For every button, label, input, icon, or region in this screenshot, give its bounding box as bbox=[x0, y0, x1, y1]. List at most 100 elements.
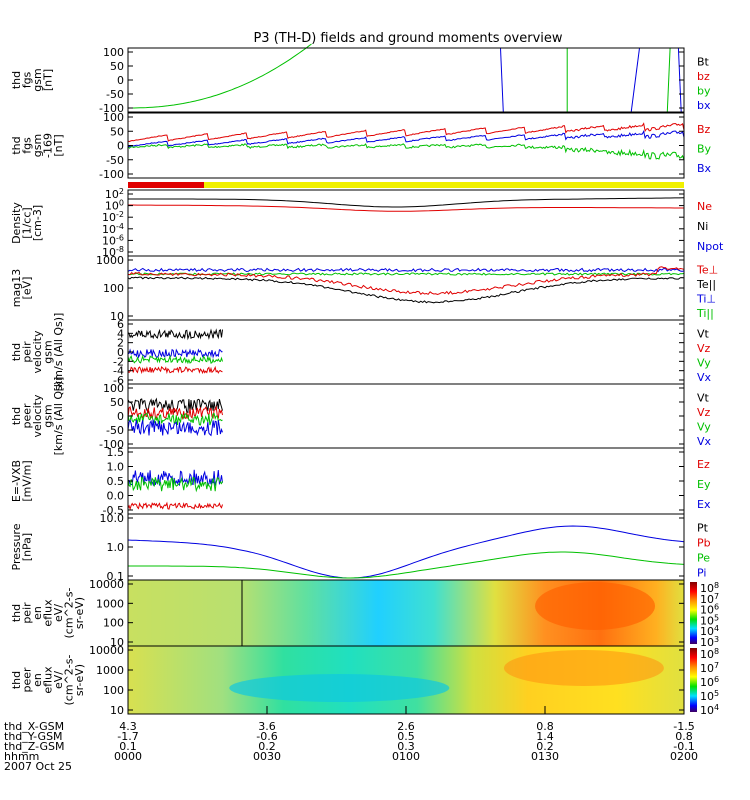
temp-te-par-trace bbox=[127, 276, 685, 304]
peir-eflux-ylabel-line: peir bbox=[21, 602, 34, 624]
peer-vz-trace bbox=[127, 405, 223, 421]
fgs-spin-ytick-label: 100 bbox=[103, 111, 124, 124]
peer-vy-trace bbox=[127, 412, 223, 426]
xaxis-tick-y: 0.5 bbox=[397, 730, 415, 743]
xaxis-tick-hhmm: 0030 bbox=[253, 750, 281, 763]
xaxis-tick-x: 0.8 bbox=[536, 720, 554, 733]
fgs-ylabel-line: [nT] bbox=[42, 69, 55, 91]
fgs-ylabel-line: gsm bbox=[31, 68, 44, 91]
peer-eflux-colorbar-label: 108 bbox=[700, 647, 719, 661]
peir-eflux-ylabel-line: en bbox=[31, 606, 44, 620]
xaxis-tick-hhmm: 0000 bbox=[114, 750, 142, 763]
fgs-spin-by-trace bbox=[127, 143, 685, 161]
peer-vx-trace bbox=[127, 419, 223, 437]
temperature-ytick-label: 10 bbox=[110, 310, 124, 323]
peir-eflux-ylabel-line: thd bbox=[10, 604, 23, 622]
fgs-legend-bx: bx bbox=[697, 99, 711, 112]
fgs-spin-ylabel-line: gsm bbox=[31, 134, 44, 157]
xaxis-tick-z: 0.3 bbox=[397, 740, 415, 753]
xaxis-tick-z: 0.2 bbox=[536, 740, 554, 753]
peer-eflux-colorbar-label: 105 bbox=[700, 689, 719, 703]
pressure-legend-pt: Pt bbox=[697, 522, 709, 535]
efield-ytick-label: 1.0 bbox=[107, 461, 125, 474]
fgs-ytick-label: 100 bbox=[103, 46, 124, 59]
fgs-legend-bz: bz bbox=[697, 70, 710, 83]
pressure-legend-pi: Pi bbox=[697, 567, 706, 580]
pressure-ylabel: Pressure[nPa] bbox=[10, 523, 34, 570]
pressure-ylabel-line: [nPa] bbox=[21, 533, 34, 561]
peir-eflux-ylabel-line: eV/ bbox=[52, 604, 65, 622]
peir-eflux-ylabel-line: sr-eV) bbox=[73, 597, 86, 629]
xaxis-row-label: hhmm bbox=[4, 750, 39, 763]
fgs-by-trace bbox=[128, 43, 312, 109]
peir-velocity-ytick-label: 4 bbox=[117, 327, 124, 340]
peer-eflux-ylabel-line: eV/ bbox=[52, 671, 65, 689]
xaxis-tick-z: -0.1 bbox=[673, 740, 694, 753]
peir-colorbar bbox=[690, 582, 697, 644]
density-ni-trace bbox=[128, 197, 685, 208]
xaxis-tick-x: 4.3 bbox=[119, 720, 137, 733]
efield-ytick-label: 0.5 bbox=[107, 475, 125, 488]
peir-velocity-ytick-label: -2 bbox=[113, 355, 124, 368]
peer-velocity-frame bbox=[127, 383, 685, 449]
peir-eflux-ytick-label: 100 bbox=[103, 617, 124, 630]
fgs-legend-by: by bbox=[697, 84, 711, 97]
density-legend-ne: Ne bbox=[697, 200, 712, 213]
peir-velocity-ylabel-line: [km/s (All Qs)] bbox=[52, 313, 65, 392]
efield-ytick-label: 0.0 bbox=[107, 490, 125, 503]
fgs-ytick-label: 50 bbox=[110, 60, 124, 73]
xaxis-tick-x: 2.6 bbox=[397, 720, 415, 733]
fgs-frame bbox=[127, 47, 685, 113]
peir-velocity-legend-vy: Vy bbox=[697, 356, 711, 369]
peer-velocity-ylabel-line: velocity bbox=[31, 394, 44, 437]
peir-velocity-ytick-label: 6 bbox=[117, 318, 124, 331]
density-ne-trace bbox=[128, 204, 684, 212]
fgs-ytick-label: -100 bbox=[99, 102, 124, 115]
peer-velocity-legend-vz: Vz bbox=[697, 406, 711, 419]
temperature-ytick-label: 1000 bbox=[96, 254, 124, 267]
mode-bar-fast bbox=[204, 182, 684, 188]
peer-velocity-ytick-label: -50 bbox=[106, 424, 124, 437]
fgs-spin-bx-trace bbox=[127, 129, 685, 148]
efield-legend-ex: Ex bbox=[697, 498, 711, 511]
pressure-pe-trace bbox=[128, 551, 685, 579]
density-ylabel: Density[1/cc][cm-3] bbox=[10, 202, 44, 244]
xaxis-row-label: 2007 Oct 25 bbox=[4, 760, 72, 773]
plot-title: P3 (TH-D) fields and ground moments over… bbox=[253, 31, 562, 46]
efield-ey-trace bbox=[127, 476, 223, 493]
peir-velocity-legend-vz: Vz bbox=[697, 342, 711, 355]
peer-eflux-ylabel-line: thd bbox=[10, 671, 23, 689]
peir-vx-trace bbox=[127, 348, 223, 359]
temp-te-perp-trace bbox=[127, 266, 685, 296]
xaxis-tick-x: -1.5 bbox=[673, 720, 694, 733]
peer-velocity-ytick-label: -100 bbox=[99, 438, 124, 451]
temperature-legend-ti||: Ti|| bbox=[696, 307, 714, 320]
density-ylabel-line: [cm-3] bbox=[31, 205, 44, 241]
peer-velocity-ytick-label: 100 bbox=[103, 382, 124, 395]
fgs-bx-trace-2 bbox=[630, 47, 640, 113]
peer-velocity-ylabel-line: [km/s (All Qs)] bbox=[52, 377, 65, 456]
temp-ti-par-trace bbox=[127, 272, 685, 276]
peer-eflux-colorbar-label: 107 bbox=[700, 661, 719, 675]
temperature-legend-te||: Te|| bbox=[696, 278, 716, 291]
temperature-frame bbox=[127, 255, 685, 321]
peer-eflux-ytick-label: 100 bbox=[103, 684, 124, 697]
peir-eflux-ytick-label: 1000 bbox=[96, 597, 124, 610]
peer-eflux-ytick-label: 10000 bbox=[89, 644, 124, 657]
fgs-ylabel-line: fgs bbox=[21, 71, 34, 88]
fgs-spin-bz-trace bbox=[127, 122, 685, 143]
peer-velocity-ytick-label: 0 bbox=[117, 410, 124, 423]
peir-velocity-ylabel-line: thd bbox=[10, 343, 23, 361]
xaxis-tick-hhmm: 0100 bbox=[392, 750, 420, 763]
xaxis-tick-x: 3.6 bbox=[258, 720, 276, 733]
peir-eflux-ytick-label: 10000 bbox=[89, 578, 124, 591]
peir-velocity-ylabel-line: velocity bbox=[31, 330, 44, 373]
fgs-spin-ytick-label: -100 bbox=[99, 168, 124, 181]
peir-vy-trace bbox=[127, 354, 223, 365]
efield-legend-ey: Ey bbox=[697, 478, 711, 491]
xaxis-row-label: thd_X-GSM bbox=[4, 720, 64, 733]
peir-eflux-ylabel-line: (cm^2-s- bbox=[63, 588, 76, 639]
